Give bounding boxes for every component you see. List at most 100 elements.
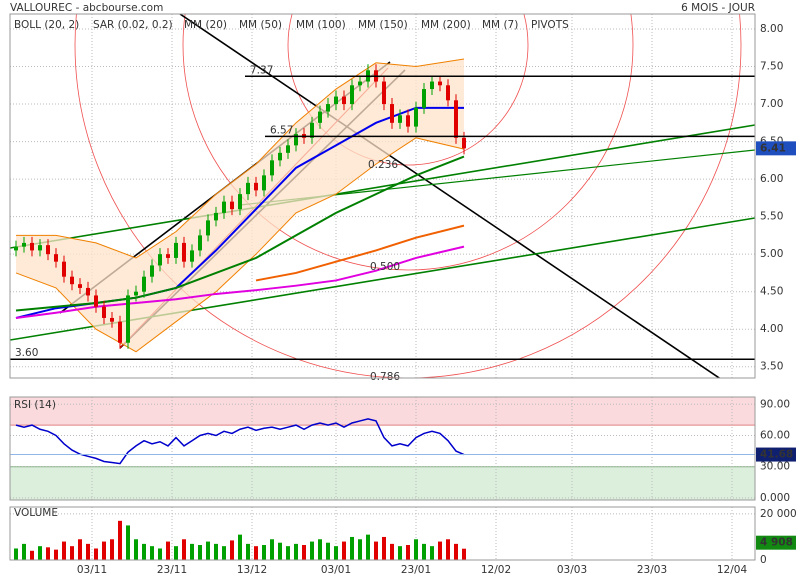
y-tick-label: 5.00	[760, 248, 783, 260]
volume-bar	[462, 548, 466, 560]
volume-bar	[398, 546, 402, 560]
candle-body	[342, 96, 346, 105]
volume-bar	[254, 546, 258, 560]
candle-body	[174, 242, 178, 258]
candle-body	[38, 245, 42, 251]
candle-body	[94, 295, 98, 307]
y-tick-label: 3.50	[760, 361, 783, 373]
volume-bar	[198, 545, 202, 560]
volume-bar	[430, 546, 434, 560]
candle-body	[278, 152, 282, 161]
y-tick-label: 0	[760, 554, 767, 566]
volume-bar	[382, 536, 386, 560]
legend-entry[interactable]: MM (20)	[184, 19, 227, 31]
last-rsi-box	[756, 447, 796, 462]
volume-bar	[174, 546, 178, 560]
volume-bar	[30, 550, 34, 560]
legend-entry[interactable]: BOLL (20, 2)	[14, 19, 79, 31]
volume-bar	[238, 534, 242, 560]
volume-bar	[158, 548, 162, 560]
y-tick-label: 20 000	[760, 508, 797, 520]
volume-bar	[46, 547, 50, 560]
volume-bar	[190, 543, 194, 560]
volume-bar	[318, 539, 322, 560]
overbought-zone	[10, 397, 755, 426]
volume-bar	[246, 543, 250, 560]
x-tick-label: 13/12	[237, 564, 267, 576]
legend-entry[interactable]: MM (50)	[239, 19, 282, 31]
volume-bar	[62, 541, 66, 560]
volume-bar	[262, 545, 266, 560]
candle-body	[294, 134, 298, 146]
candle-body	[430, 81, 434, 90]
candle-body	[222, 201, 226, 213]
chart-title: VALLOUREC - abcbourse.com	[10, 2, 163, 14]
y-tick-label: 4.50	[760, 286, 783, 298]
volume-bar	[278, 542, 282, 560]
candle-body	[326, 104, 330, 112]
rsi-panel	[9, 396, 756, 501]
level-label: 7.37	[250, 64, 273, 76]
candle-body	[182, 242, 186, 262]
candle-body	[310, 122, 314, 138]
legend-entry[interactable]: MM (150)	[358, 19, 408, 31]
volume-bar	[334, 546, 338, 560]
volume-bar	[270, 539, 274, 560]
candle-body	[86, 287, 90, 296]
y-tick-label: 60.00	[760, 429, 790, 441]
candle-body	[390, 104, 394, 123]
volume-bar	[38, 546, 42, 560]
legend-entry[interactable]: MM (7)	[482, 19, 518, 31]
volume-bar	[150, 546, 154, 560]
legend-entry[interactable]: MM (100)	[296, 19, 346, 31]
last-rsi: 41.68	[760, 449, 793, 461]
volume-bar	[70, 546, 74, 560]
volume-bar	[22, 543, 26, 560]
fib-label: 0.236	[368, 159, 398, 171]
candle-body	[398, 115, 402, 123]
volume-bar	[374, 541, 378, 560]
candle-body	[254, 182, 258, 191]
level-label: 3.60	[15, 347, 38, 359]
volume-bar	[406, 545, 410, 560]
volume-bar	[454, 543, 458, 560]
volume-bar	[366, 534, 370, 560]
volume-bar	[126, 525, 130, 560]
candle-body	[102, 306, 106, 318]
x-tick-label: 03/03	[557, 564, 587, 576]
x-tick-label: 03/01	[321, 564, 351, 576]
volume-bar	[294, 543, 298, 560]
fib-arc	[182, 14, 634, 271]
candle-body	[30, 242, 34, 251]
volume-bar	[142, 543, 146, 560]
last-volume-box	[756, 535, 796, 550]
candle-body	[438, 81, 442, 86]
volume-bar	[206, 541, 210, 560]
data-layer: 03/11 23/11 13/12 03/01 23/01 12/02 03/03 23/03…	[10, 19, 797, 576]
candle-body	[270, 160, 274, 176]
legend-entry[interactable]: PIVOTS	[531, 19, 569, 31]
volume-bar	[310, 541, 314, 560]
legend-entry[interactable]: SAR (0.02, 0.2)	[93, 19, 173, 31]
volume-bar	[414, 539, 418, 560]
volume-bar	[358, 539, 362, 560]
legend-entry[interactable]: MM (200)	[421, 19, 471, 31]
volume-bar	[342, 541, 346, 560]
volume-bar	[302, 545, 306, 560]
panel-title: VOLUME	[14, 507, 58, 519]
candle-body	[454, 100, 458, 138]
volume-bar	[134, 539, 138, 560]
candle-body	[118, 321, 122, 343]
volume-bar	[350, 536, 354, 560]
candle-body	[206, 220, 210, 236]
fib-label: 0.786	[370, 371, 400, 383]
last-volume: 4 908	[760, 537, 793, 549]
volume-bar	[222, 546, 226, 560]
candle-body	[350, 85, 354, 105]
candle-body	[406, 115, 410, 127]
candle-body	[422, 89, 426, 108]
volume-bar	[14, 548, 18, 560]
y-tick-label: 8.00	[760, 23, 783, 35]
volume-panel	[9, 506, 756, 561]
